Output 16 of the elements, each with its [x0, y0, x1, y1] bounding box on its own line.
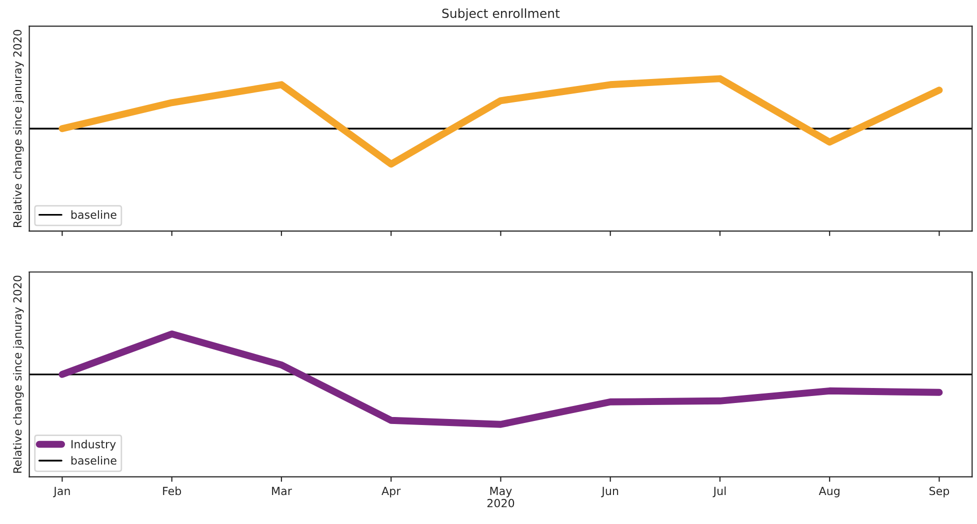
y-axis-title: Relative change since januray 2020: [13, 276, 24, 473]
x-tick-label: Apr: [382, 486, 401, 498]
x-tick-label: Sep: [929, 486, 950, 498]
legend-label: Industry: [72, 440, 116, 451]
y-axis-title: Relative change since januray 2020: [13, 30, 24, 227]
x-tick-label: Jun: [601, 486, 618, 498]
x-tick-label: Jul: [712, 486, 726, 498]
chart-title: Subject enrollment: [442, 8, 560, 20]
legend-label: baseline: [71, 456, 116, 465]
x-tick-label: May: [490, 486, 512, 498]
legend-label: baseline: [71, 210, 116, 219]
x-tick-label: Aug: [818, 486, 840, 498]
x-tick-label: Feb: [163, 486, 182, 496]
x-tick-label: Jan: [53, 486, 70, 498]
x-axis-title: 2020: [487, 498, 514, 508]
x-tick-label: Mar: [272, 486, 292, 496]
